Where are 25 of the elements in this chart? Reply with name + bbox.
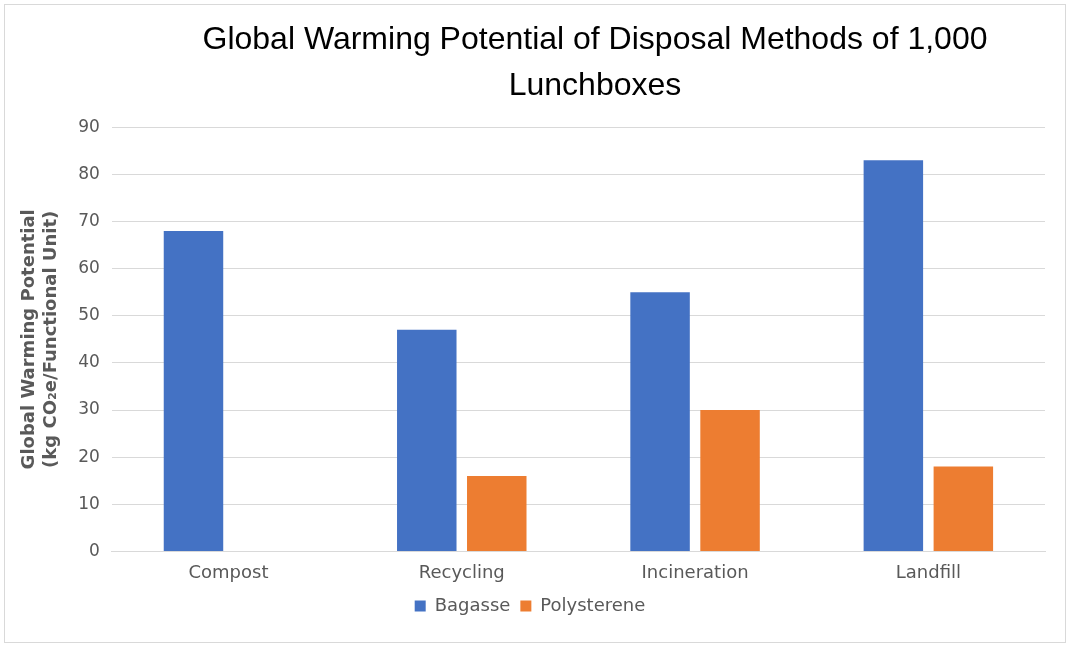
bar [863, 160, 924, 551]
y-tick-label: 60 [78, 257, 100, 278]
y-tick-label: 80 [78, 162, 100, 183]
y-tick-label: 20 [78, 445, 100, 466]
legend-label: Polysterene [540, 593, 646, 615]
y-tick-label: 0 [89, 539, 100, 560]
chart-title: Global Warming Potential of Disposal Methods of 1,000 Lunchboxes [201, 19, 989, 104]
x-tick-label: Landfill [895, 560, 961, 582]
x-tick-label: Recycling [418, 560, 505, 582]
y-tick-label: 10 [78, 492, 100, 513]
y-tick-label: 70 [78, 209, 100, 230]
bar [397, 329, 457, 551]
bar [933, 466, 994, 551]
bar [700, 410, 760, 551]
y-tick-label: 30 [78, 398, 100, 419]
x-tick-label: Compost [188, 560, 269, 582]
x-tick-label: Incineration [641, 560, 749, 582]
bar [163, 230, 224, 551]
y-axis-title: Global Warming Potential (kg CO₂e/Functional Unit) [17, 209, 61, 470]
legend-label: Bagasse [434, 593, 511, 615]
y-tick-label: 90 [78, 115, 100, 136]
bar [630, 292, 690, 551]
bar [467, 475, 527, 551]
y-tick-label: 50 [78, 304, 100, 325]
y-tick-label: 40 [78, 351, 100, 372]
